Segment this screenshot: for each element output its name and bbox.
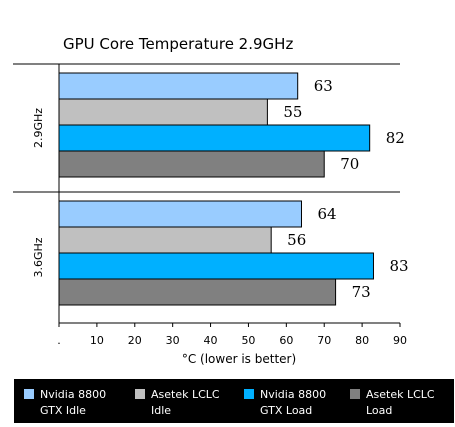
x-tick-label: 90	[393, 334, 407, 347]
bar	[58, 150, 325, 178]
data-label: 82	[386, 129, 405, 147]
legend-swatch	[350, 389, 360, 399]
legend-label-line1: Nvidia 8800	[260, 388, 326, 401]
bar	[58, 98, 268, 126]
data-label: 73	[352, 283, 371, 301]
bar	[58, 226, 272, 254]
legend: Nvidia 8800 GTX Idle Asetek LCLC Idle Nvidia…	[14, 379, 454, 423]
data-label: 63	[314, 77, 333, 95]
bar	[58, 278, 337, 306]
legend-swatch	[244, 389, 254, 399]
legend-swatch	[24, 389, 34, 399]
bar	[58, 72, 299, 100]
legend-label-line2: Idle	[151, 404, 171, 417]
x-tick-label: 70	[317, 334, 331, 347]
chart-title: GPU Core Temperature 2.9GHz	[63, 35, 293, 53]
bar	[58, 124, 371, 152]
legend-label-line1: Nvidia 8800	[40, 388, 106, 401]
x-tick-label: 50	[241, 334, 255, 347]
data-label: 56	[287, 231, 306, 249]
legend-swatch	[135, 389, 145, 399]
data-label: 64	[317, 205, 336, 223]
x-tick-label: 60	[279, 334, 293, 347]
x-tick-label: 20	[128, 334, 142, 347]
x-tick-label: .	[57, 334, 61, 347]
legend-label-line1: Asetek LCLC	[366, 388, 435, 401]
x-axis-label: °C (lower is better)	[182, 352, 296, 366]
x-tick-label: 40	[204, 334, 218, 347]
data-label: 83	[389, 257, 408, 275]
legend-label-line1: Asetek LCLC	[151, 388, 220, 401]
x-tick-label: 10	[90, 334, 104, 347]
x-tick-label: 30	[166, 334, 180, 347]
legend-background	[14, 379, 454, 423]
plot-area: . 10 20 30 40 50 60 70 80 90 2.9GHz 63 55 82 70 3.6GHz 6…	[13, 63, 409, 347]
legend-label-line2: GTX Idle	[40, 404, 86, 417]
bar	[58, 200, 302, 228]
data-label: 55	[283, 103, 302, 121]
category-label: 3.6GHz	[32, 237, 45, 277]
bar	[58, 252, 374, 280]
legend-label-line2: GTX Load	[260, 404, 312, 417]
data-label: 70	[340, 155, 359, 173]
x-tick-label: 80	[355, 334, 369, 347]
category-label: 2.9GHz	[32, 108, 45, 148]
legend-label-line2: Load	[366, 404, 392, 417]
